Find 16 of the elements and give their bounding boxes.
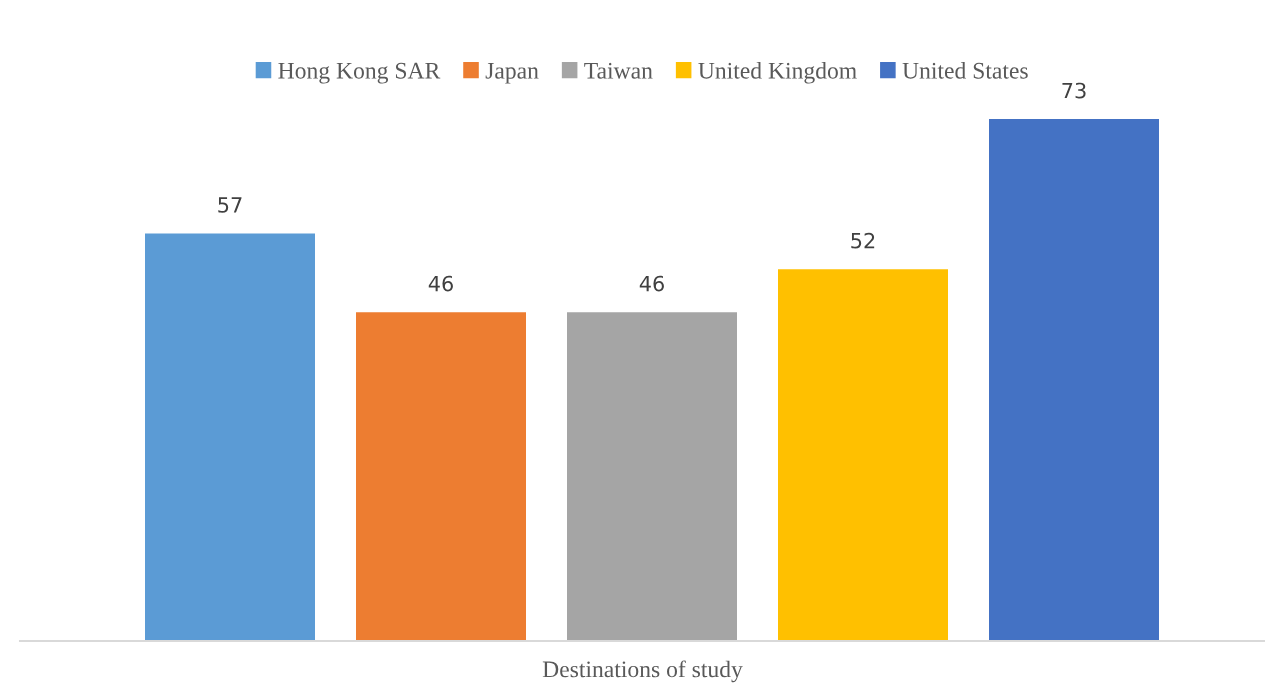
legend-label: Hong Kong SAR bbox=[278, 62, 441, 84]
x-axis-title: Destinations of study bbox=[542, 660, 743, 683]
legend-label: United Kingdom bbox=[698, 62, 857, 84]
legend-label: United States bbox=[902, 62, 1028, 79]
bar bbox=[778, 269, 948, 641]
data-label: 52 bbox=[851, 232, 875, 249]
bar bbox=[989, 119, 1159, 641]
bar bbox=[145, 233, 315, 641]
bar bbox=[567, 312, 737, 641]
legend-label: Japan bbox=[485, 63, 539, 84]
bar bbox=[356, 312, 526, 641]
data-label: 57 bbox=[218, 197, 242, 213]
data-label: 73 bbox=[1062, 82, 1086, 99]
data-label: 46 bbox=[639, 275, 664, 292]
legend-label: Taiwan bbox=[584, 62, 653, 79]
data-label: 46 bbox=[428, 275, 453, 292]
